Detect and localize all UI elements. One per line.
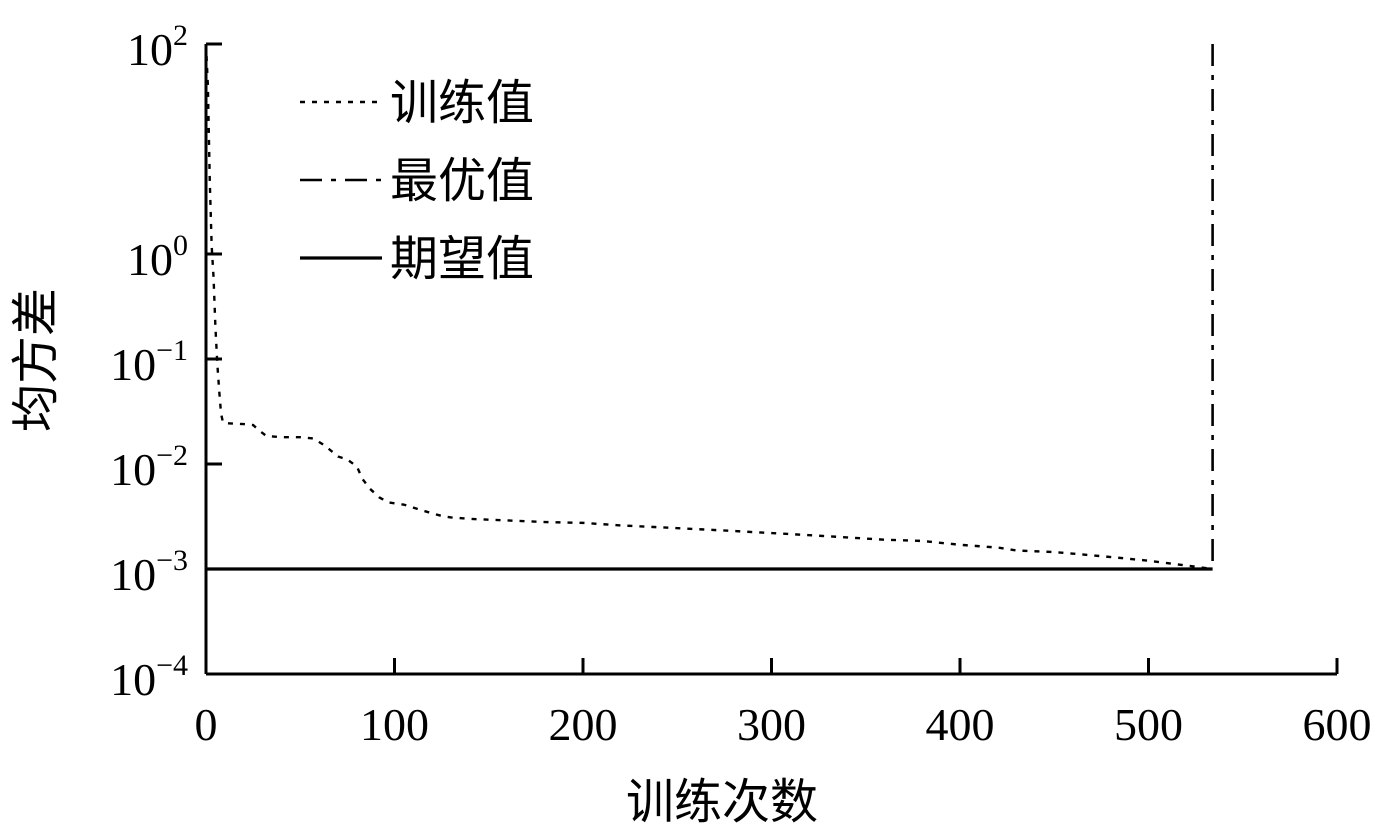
x-axis-label: 训练次数 xyxy=(626,776,818,829)
x-tick-label: 600 xyxy=(1303,699,1372,750)
x-tick-label: 400 xyxy=(926,699,995,750)
x-tick-label: 200 xyxy=(549,699,618,750)
axes xyxy=(204,44,1337,676)
y-tick-label: 10−4 xyxy=(110,649,188,705)
plot-area xyxy=(204,43,1214,571)
legend-label-0: 训练值 xyxy=(390,77,534,130)
y-tick-label: 10−3 xyxy=(110,544,188,600)
x-tick-label: 300 xyxy=(737,699,806,750)
series-line-0 xyxy=(204,43,1213,571)
ticks: 0 100 200 300 400 500 600 10−4 10−3 10−2 10−1 100 10… xyxy=(110,19,1371,750)
x-tick-label: 0 xyxy=(195,699,218,750)
y-axis-label: 均方差 xyxy=(10,288,63,432)
legend-label-2: 期望值 xyxy=(390,233,534,286)
y-tick-label: 102 xyxy=(127,19,188,75)
y-tick-label: 10−1 xyxy=(110,334,188,390)
legend-label-1: 最优值 xyxy=(390,155,534,208)
x-tick-label: 500 xyxy=(1114,699,1183,750)
x-tick-label: 100 xyxy=(360,699,429,750)
y-tick-label: 10−2 xyxy=(110,439,188,495)
y-tick-label: 100 xyxy=(127,229,188,285)
